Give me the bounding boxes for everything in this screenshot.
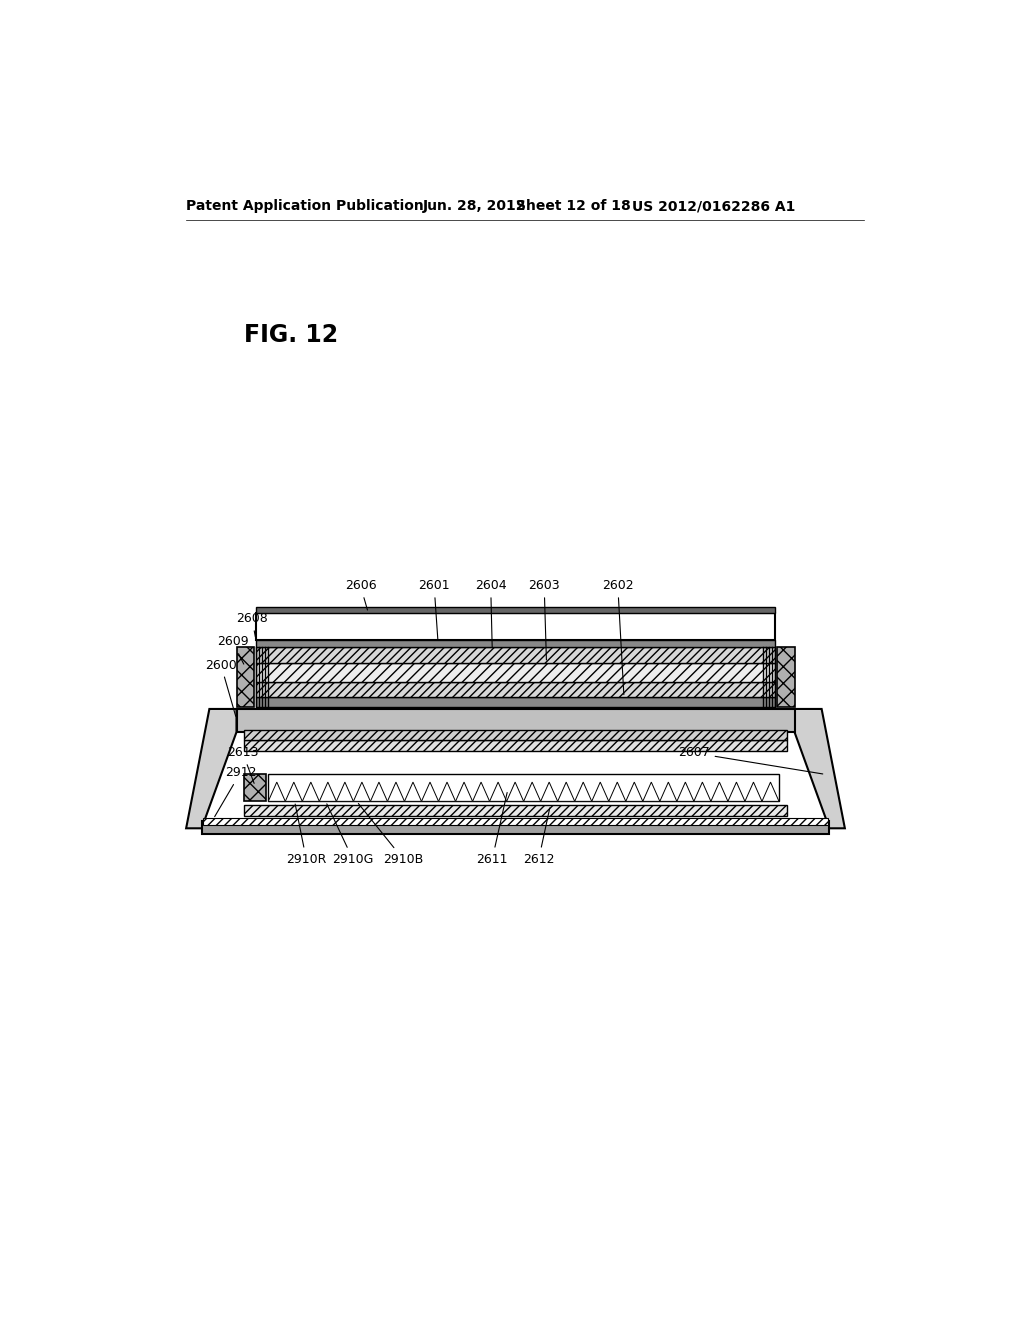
Polygon shape: [472, 781, 489, 801]
Polygon shape: [694, 781, 711, 801]
Polygon shape: [711, 781, 728, 801]
Text: 2607: 2607: [678, 746, 822, 774]
Bar: [256, 607, 775, 612]
Text: US 2012/0162286 A1: US 2012/0162286 A1: [632, 199, 795, 213]
Text: 2609: 2609: [217, 635, 249, 664]
Polygon shape: [592, 781, 608, 801]
Bar: [237, 709, 795, 733]
Bar: [202, 821, 829, 834]
Bar: [267, 775, 779, 801]
Polygon shape: [286, 781, 302, 801]
Text: Patent Application Publication: Patent Application Publication: [186, 199, 424, 213]
Polygon shape: [744, 781, 762, 801]
Polygon shape: [319, 781, 336, 801]
Polygon shape: [336, 781, 353, 801]
Text: 2612: 2612: [523, 808, 555, 866]
Polygon shape: [762, 781, 779, 801]
Text: FIG. 12: FIG. 12: [245, 323, 338, 347]
Text: 2606: 2606: [345, 579, 376, 610]
Polygon shape: [507, 781, 523, 801]
Polygon shape: [795, 709, 845, 829]
Text: 2613: 2613: [227, 746, 258, 783]
Text: 2604: 2604: [475, 579, 507, 647]
Bar: [203, 817, 827, 825]
Polygon shape: [353, 781, 371, 801]
Polygon shape: [728, 781, 744, 801]
Polygon shape: [659, 781, 677, 801]
Polygon shape: [438, 781, 456, 801]
Text: Sheet 12 of 18: Sheet 12 of 18: [515, 199, 630, 213]
Bar: [237, 647, 254, 708]
Bar: [245, 733, 786, 739]
Polygon shape: [422, 781, 438, 801]
Polygon shape: [268, 781, 286, 801]
Bar: [245, 739, 786, 751]
Polygon shape: [371, 781, 387, 801]
Text: 2912: 2912: [215, 767, 256, 817]
Bar: [256, 640, 775, 647]
Bar: [256, 663, 775, 682]
Text: 2601: 2601: [419, 579, 450, 639]
Polygon shape: [677, 781, 694, 801]
Bar: [245, 775, 266, 801]
Bar: [256, 682, 775, 697]
Bar: [245, 730, 786, 739]
Polygon shape: [626, 781, 643, 801]
Bar: [777, 647, 795, 708]
Bar: [256, 647, 775, 663]
Polygon shape: [541, 781, 558, 801]
Polygon shape: [608, 781, 626, 801]
Text: 2910R: 2910R: [286, 804, 327, 866]
Bar: [256, 697, 775, 706]
Bar: [245, 805, 786, 816]
Text: 2602: 2602: [602, 579, 634, 694]
Polygon shape: [302, 781, 319, 801]
Text: 2910B: 2910B: [358, 804, 423, 866]
Text: 2603: 2603: [528, 579, 560, 660]
Text: 2611: 2611: [476, 792, 508, 866]
Polygon shape: [404, 781, 422, 801]
Polygon shape: [489, 781, 507, 801]
Text: 2600: 2600: [205, 659, 237, 717]
Polygon shape: [186, 709, 237, 829]
Polygon shape: [643, 781, 659, 801]
Polygon shape: [456, 781, 472, 801]
Polygon shape: [387, 781, 404, 801]
Polygon shape: [558, 781, 574, 801]
Polygon shape: [574, 781, 592, 801]
Text: 2910G: 2910G: [327, 804, 374, 866]
Text: Jun. 28, 2012: Jun. 28, 2012: [423, 199, 526, 213]
Text: 2608: 2608: [237, 612, 268, 638]
Polygon shape: [523, 781, 541, 801]
Bar: [256, 612, 775, 640]
